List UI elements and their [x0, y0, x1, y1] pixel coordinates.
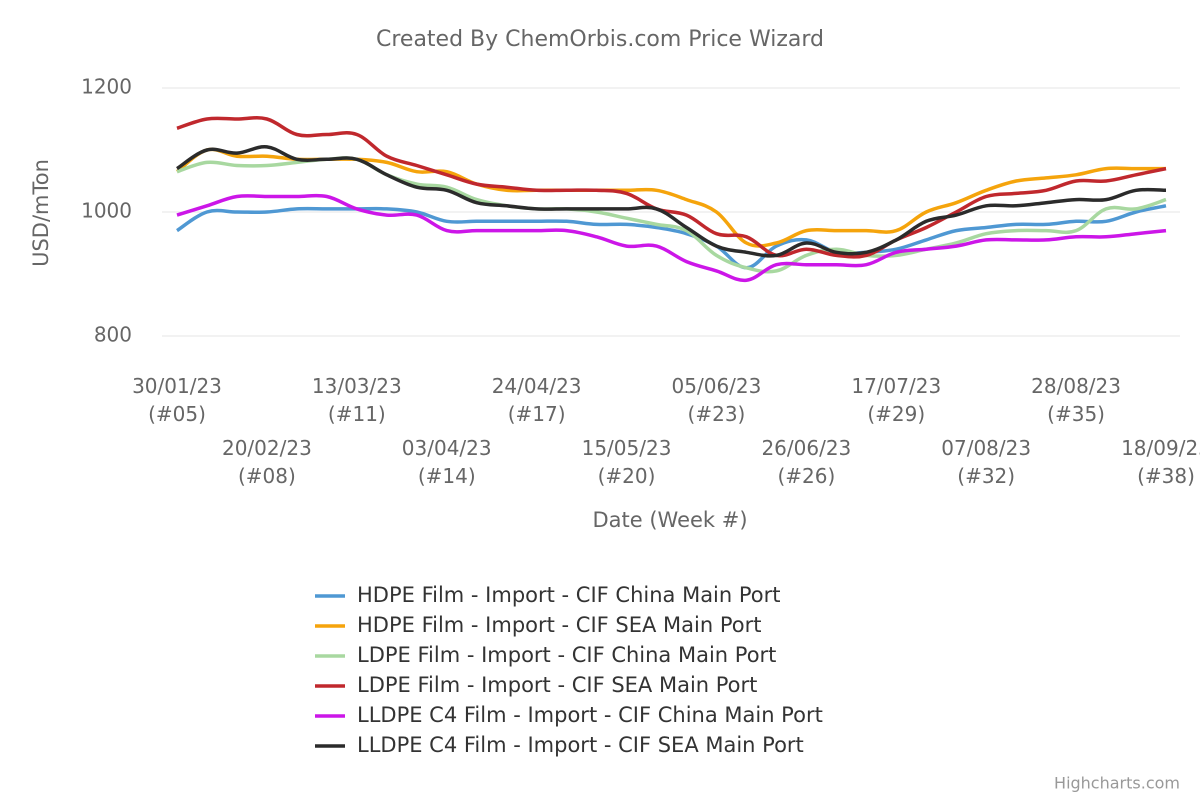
- legend-label: HDPE Film - Import - CIF SEA Main Port: [357, 613, 762, 637]
- series-line: [176, 204, 1167, 270]
- x-tick-label: 30/01/23 (#05): [132, 374, 222, 426]
- x-tick-label: 15/05/23 (#20): [581, 436, 672, 488]
- legend-label: LLDPE C4 Film - Import - CIF SEA Main Po…: [357, 733, 804, 757]
- series-line: [176, 145, 1167, 258]
- x-tick-label: 07/08/23 (#32): [941, 436, 1032, 488]
- x-tick-label: 05/06/23 (#23): [671, 374, 762, 426]
- chart-title: Created By ChemOrbis.com Price Wizard: [376, 27, 824, 52]
- x-tick-label: 24/04/23 (#17): [491, 374, 582, 426]
- x-tick-label: 28/08/23 (#35): [1031, 374, 1121, 426]
- x-tick-label: 26/06/23 (#26): [761, 436, 852, 488]
- y-tick-label: 800: [94, 323, 132, 347]
- legend-label: LDPE Film - Import - CIF SEA Main Port: [357, 673, 757, 697]
- series-line: [176, 116, 1167, 259]
- x-tick-label: 20/02/23 (#08): [221, 436, 312, 488]
- y-tick-label: 1000: [81, 199, 132, 223]
- legend-label: LDPE Film - Import - CIF China Main Port: [357, 643, 776, 667]
- x-tick-label: 18/09/23 (#38): [1121, 436, 1200, 488]
- credits: Highcharts.com: [1054, 774, 1180, 793]
- x-tick-label: 03/04/23 (#14): [401, 436, 492, 488]
- y-tick-label: 1200: [81, 75, 132, 99]
- y-axis-title: USD/mTon: [29, 159, 53, 267]
- legend-label: LLDPE C4 Film - Import - CIF China Main …: [357, 703, 823, 727]
- legend-label: HDPE Film - Import - CIF China Main Port: [357, 583, 781, 607]
- series-line: [176, 193, 1167, 283]
- x-axis-title: Date (Week #): [592, 508, 747, 532]
- x-tick-label: 13/03/23 (#11): [311, 374, 402, 426]
- x-tick-label: 17/07/23 (#29): [851, 374, 942, 426]
